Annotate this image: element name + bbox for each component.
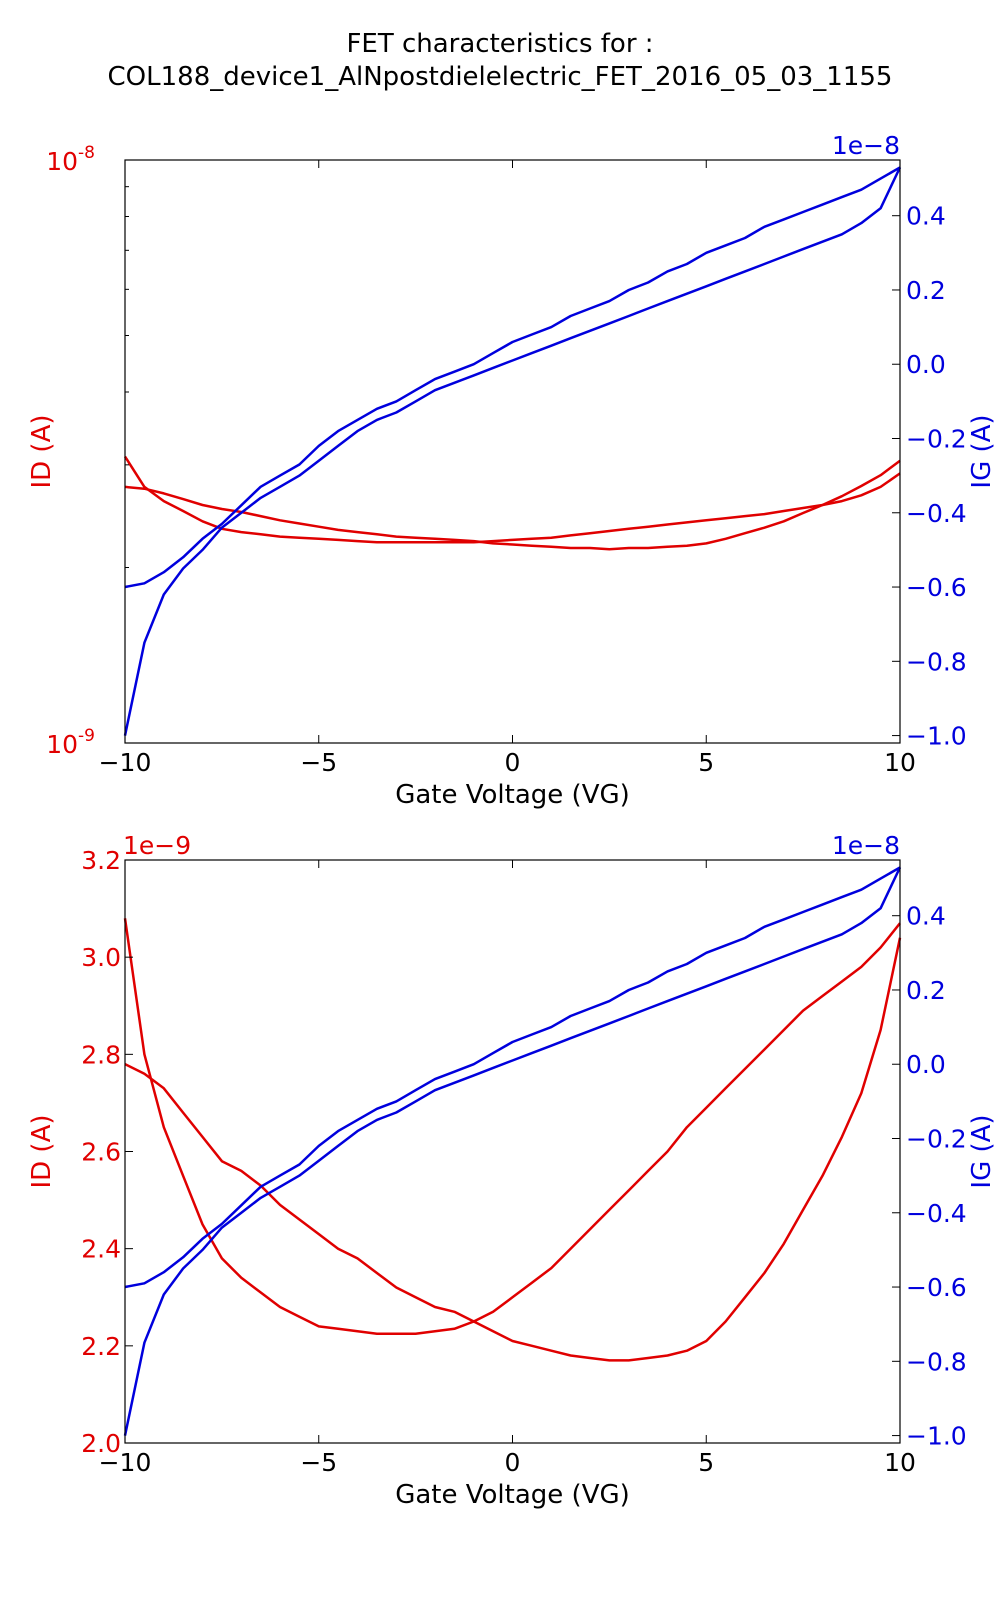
plot-frame (124, 859, 901, 1444)
id-series-line (123, 455, 901, 544)
y-left-tick-base: 10 (46, 730, 78, 759)
y-right-tick-label: −0.6 (906, 1273, 967, 1302)
y-right-tick-label: −0.6 (906, 573, 967, 602)
y-left-tick-label: 2.2 (81, 1332, 121, 1361)
y-right-tick-label: −1.0 (906, 722, 967, 751)
y-right-tick-label: −0.2 (906, 1125, 967, 1154)
y-right-tick-label: 0.2 (906, 976, 946, 1005)
y-left-tick-base: 10 (46, 147, 78, 176)
x-tick-label: −10 (99, 1448, 152, 1477)
y-left-tick-label: 2.6 (81, 1138, 121, 1167)
ig-series-line (124, 166, 901, 589)
y-right-offset-label: 1e−8 (832, 831, 900, 860)
y-left-axis-label: ID (A) (27, 1114, 57, 1188)
ig-series-line (124, 866, 901, 1289)
y-right-tick-label: −0.4 (906, 1199, 967, 1228)
y-right-axis-label: IG (A) (967, 1114, 997, 1188)
y-right-tick-label: 0.4 (906, 202, 946, 231)
y-left-tick-label: 2.4 (81, 1235, 121, 1264)
chart-title-line2: COL188_device1_AlNpostdielelectric_FET_2… (108, 62, 893, 92)
y-right-tick-label: 0.0 (906, 350, 946, 379)
x-tick-label: −5 (300, 748, 337, 777)
y-left-tick-label: 2.0 (81, 1429, 121, 1458)
x-tick-label: 5 (698, 1448, 714, 1477)
y-left-tick-label: 3.0 (81, 943, 121, 972)
x-tick-label: −10 (99, 748, 152, 777)
ig-series-line (123, 866, 902, 1436)
x-tick-label: 5 (698, 748, 714, 777)
bottom-panel: −10 −5 0 5 10 Gate Voltage (VG) 3.2 3.0 2.8 2.6 2.… (27, 831, 997, 1510)
id-series-line (124, 459, 901, 551)
y-right-offset-label: 1e−8 (832, 131, 900, 160)
x-axis-label: Gate Voltage (VG) (395, 1480, 630, 1510)
y-right-tick-label: −0.4 (906, 499, 967, 528)
y-left-tick-exponent: -9 (78, 726, 95, 746)
y-right-tick-label: −0.8 (906, 1347, 967, 1376)
x-tick-label: 10 (884, 1448, 916, 1477)
y-left-tick-label: 10-8 (46, 143, 95, 176)
ig-series-line (123, 166, 902, 736)
plot-frame (124, 159, 901, 744)
x-tick-label: 0 (505, 1448, 521, 1477)
y-right-tick-label: −0.8 (906, 647, 967, 676)
y-left-axis-label: ID (A) (27, 414, 57, 488)
id-series-line (124, 937, 902, 1362)
y-right-axis-label: IG (A) (967, 414, 997, 488)
y-left-tick-exponent: -8 (78, 143, 95, 163)
y-right-tick-label: 0.4 (906, 902, 946, 931)
y-right-tick-label: 0.2 (906, 276, 946, 305)
x-tick-label: −5 (300, 1448, 337, 1477)
y-left-tick-label: 2.8 (81, 1040, 121, 1069)
x-tick-label: 0 (505, 748, 521, 777)
x-axis-label: Gate Voltage (VG) (395, 780, 630, 810)
y-right-tick-label: −1.0 (906, 1422, 967, 1451)
x-tick-label: 10 (884, 748, 916, 777)
chart-title-line1: FET characteristics for : (346, 29, 653, 59)
y-left-tick-label: 10-9 (46, 726, 95, 759)
y-right-tick-label: −0.2 (906, 425, 967, 454)
id-series-line (123, 918, 901, 1335)
y-left-offset-label: 1e−9 (123, 831, 191, 860)
y-left-tick-label: 3.2 (81, 846, 121, 875)
y-right-tick-label: 0.0 (906, 1050, 946, 1079)
